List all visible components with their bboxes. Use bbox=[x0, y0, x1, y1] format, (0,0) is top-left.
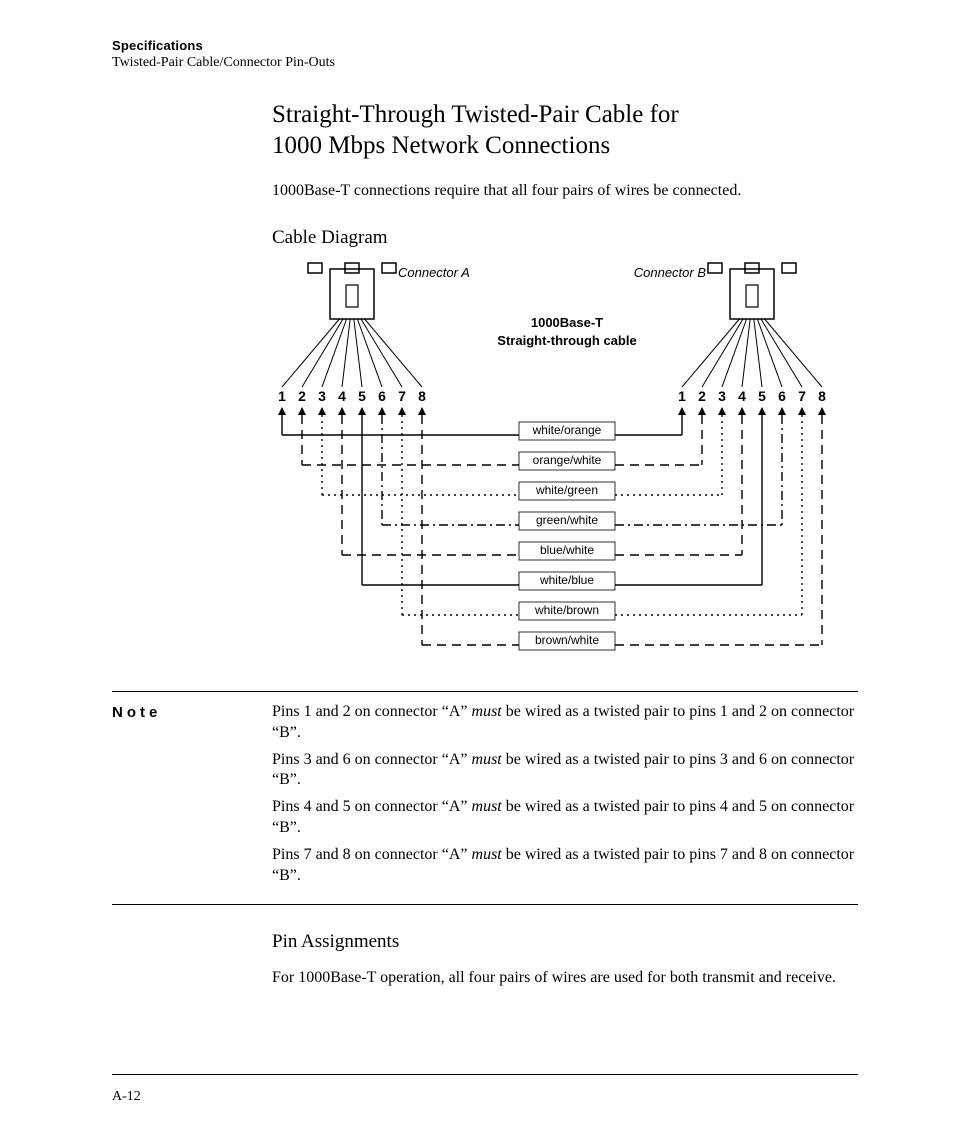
header-subsection: Twisted-Pair Cable/Connector Pin-Outs bbox=[112, 55, 858, 71]
svg-text:1000Base-T: 1000Base-T bbox=[531, 315, 603, 330]
note-line: Pins 3 and 6 on connector “A” must be wi… bbox=[272, 750, 858, 792]
title-line-2: 1000 Mbps Network Connections bbox=[272, 132, 610, 159]
svg-text:blue/white: blue/white bbox=[540, 543, 594, 557]
cable-diagram-heading: Cable Diagram bbox=[272, 227, 858, 249]
svg-text:7: 7 bbox=[798, 388, 806, 404]
note-line: Pins 1 and 2 on connector “A” must be wi… bbox=[272, 702, 858, 744]
note-line: Pins 4 and 5 on connector “A” must be wi… bbox=[272, 797, 858, 839]
svg-text:1: 1 bbox=[278, 388, 286, 404]
note-body: Pins 1 and 2 on connector “A” must be wi… bbox=[272, 702, 858, 892]
header-section: Specifications bbox=[112, 38, 858, 53]
title-line-1: Straight-Through Twisted-Pair Cable for bbox=[272, 101, 679, 128]
svg-text:4: 4 bbox=[338, 388, 346, 404]
note-block: Note Pins 1 and 2 on connector “A” must … bbox=[112, 691, 858, 905]
pin-assignments-text: For 1000Base-T operation, all four pairs… bbox=[272, 967, 858, 989]
svg-text:white/brown: white/brown bbox=[534, 603, 599, 617]
svg-text:white/orange: white/orange bbox=[532, 423, 602, 437]
svg-text:green/white: green/white bbox=[536, 513, 598, 527]
svg-text:5: 5 bbox=[758, 388, 766, 404]
note-label: Note bbox=[112, 702, 272, 892]
svg-text:1: 1 bbox=[678, 388, 686, 404]
page-number: A-12 bbox=[112, 1089, 141, 1105]
svg-text:Straight-through cable: Straight-through cable bbox=[497, 333, 636, 348]
svg-text:6: 6 bbox=[378, 388, 386, 404]
svg-text:4: 4 bbox=[738, 388, 746, 404]
svg-text:Connector A: Connector A bbox=[398, 265, 470, 280]
page: Specifications Twisted-Pair Cable/Connec… bbox=[0, 0, 954, 1145]
cable-diagram-svg: Connector A Connector B 1000Base-T Straight… bbox=[272, 255, 852, 675]
svg-text:Connector B: Connector B bbox=[634, 265, 707, 280]
intro-text: 1000Base-T connections require that all … bbox=[272, 180, 858, 202]
running-header: Specifications Twisted-Pair Cable/Connec… bbox=[112, 38, 858, 71]
cable-diagram: Connector A Connector B 1000Base-T Straight… bbox=[272, 255, 858, 685]
page-title: Straight-Through Twisted-Pair Cable for … bbox=[272, 99, 858, 162]
svg-text:2: 2 bbox=[698, 388, 706, 404]
svg-text:3: 3 bbox=[318, 388, 326, 404]
note-line: Pins 7 and 8 on connector “A” must be wi… bbox=[272, 845, 858, 887]
footer-rule bbox=[112, 1074, 858, 1075]
svg-text:5: 5 bbox=[358, 388, 366, 404]
svg-text:7: 7 bbox=[398, 388, 406, 404]
svg-text:white/blue: white/blue bbox=[539, 573, 594, 587]
svg-text:8: 8 bbox=[418, 388, 426, 404]
svg-text:6: 6 bbox=[778, 388, 786, 404]
pin-assignments-heading: Pin Assignments bbox=[272, 931, 858, 953]
svg-text:2: 2 bbox=[298, 388, 306, 404]
svg-text:3: 3 bbox=[718, 388, 726, 404]
svg-text:8: 8 bbox=[818, 388, 826, 404]
content-column: Straight-Through Twisted-Pair Cable for … bbox=[272, 99, 858, 989]
svg-text:brown/white: brown/white bbox=[535, 633, 599, 647]
svg-text:orange/white: orange/white bbox=[533, 453, 602, 467]
svg-text:white/green: white/green bbox=[535, 483, 598, 497]
